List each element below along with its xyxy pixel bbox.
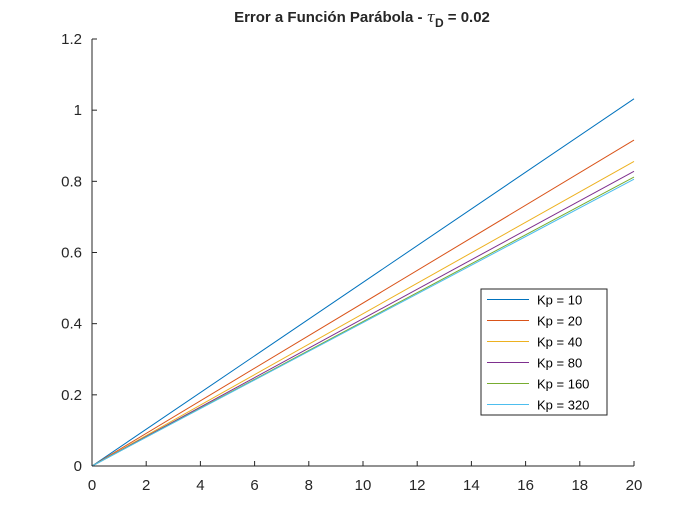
- y-tick-label: 0.6: [61, 245, 82, 262]
- y-tick-label: 1: [74, 102, 82, 119]
- chart-title-subscript: D: [435, 16, 444, 30]
- x-tick-label: 14: [463, 477, 480, 494]
- series-layer: [91, 98, 635, 467]
- chart-title-main: Error a Función Parábola -: [234, 9, 427, 26]
- x-tick-label: 18: [571, 477, 588, 494]
- x-tick-label: 20: [626, 477, 643, 494]
- chart-title: Error a Función Parábola - τD = 0.02: [234, 8, 490, 30]
- x-tick-label: 2: [142, 477, 150, 494]
- legend-box: [480, 288, 608, 416]
- y-tick-label: 1.2: [61, 31, 82, 48]
- x-tick-label: 6: [250, 477, 258, 494]
- series-line-2: [91, 139, 635, 467]
- x-tick-label: 0: [88, 477, 96, 494]
- legend-label-3: Kp = 40: [537, 335, 582, 350]
- x-tick-label: 8: [305, 477, 313, 494]
- legend: Kp = 10 Kp = 20 Kp = 40 Kp = 80 Kp = 160 Kp =…: [480, 288, 608, 416]
- y-tick-label: 0.4: [61, 316, 82, 333]
- legend-label-4: Kp = 80: [537, 356, 582, 371]
- chart-title-symbol: τ: [427, 8, 436, 26]
- axes-layer: 0 2 4 6 8 10 12 14 16 18 20 0 0.2 0.4 0.6 0.8 1 1.2: [61, 31, 642, 494]
- legend-label-6: Kp = 320: [537, 398, 589, 413]
- chart-title-suffix: = 0.02: [444, 9, 490, 26]
- x-tick-label: 10: [355, 477, 372, 494]
- y-tick-label: 0: [74, 458, 82, 475]
- legend-label-1: Kp = 10: [537, 293, 582, 308]
- x-tick-label: 16: [517, 477, 534, 494]
- legend-label-5: Kp = 160: [537, 377, 589, 392]
- y-tick-label: 0.2: [61, 387, 82, 404]
- series-line-6: [91, 178, 635, 467]
- series-line-1: [91, 98, 635, 467]
- legend-label-2: Kp = 20: [537, 314, 582, 329]
- x-tick-label: 4: [196, 477, 204, 494]
- y-tick-label: 0.8: [61, 173, 82, 190]
- series-line-3: [91, 160, 635, 467]
- series-line-4: [91, 170, 635, 467]
- x-tick-label: 12: [409, 477, 426, 494]
